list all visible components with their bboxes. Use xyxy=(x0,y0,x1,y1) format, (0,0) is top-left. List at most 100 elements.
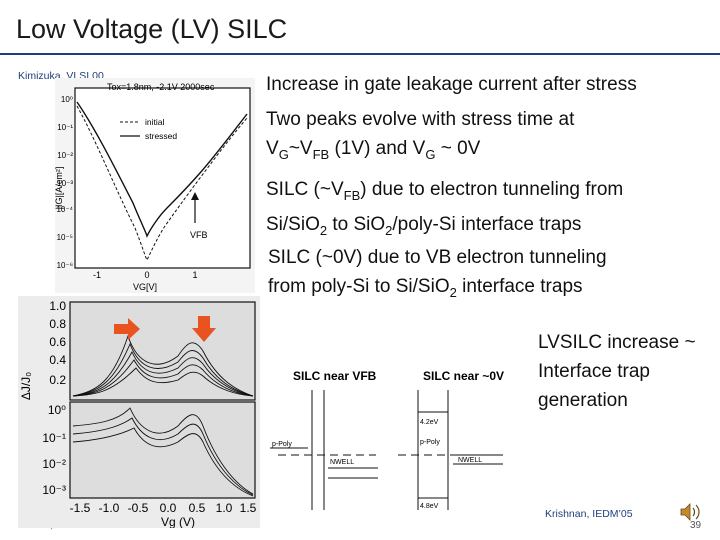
dj-ylabel: ΔJ/J₀ xyxy=(19,372,33,400)
ig-vg-label: Tox=1.8nm, -2.1V 2000sec xyxy=(107,82,215,92)
dj-xtick: 1.0 xyxy=(216,501,233,515)
dj-xtick: 0.5 xyxy=(189,501,206,515)
ig-vg-ytick: 10⁻⁴ xyxy=(56,205,73,214)
dj-xtick: -1.5 xyxy=(70,501,91,515)
bullet-3-text: SILC (~V xyxy=(266,179,344,200)
dj-upper-curve xyxy=(72,359,254,397)
dj-xtick-labels: -1.5 -1.0 -0.5 0.0 0.5 1.0 1.5 xyxy=(70,501,257,515)
vfb-label: VFB xyxy=(190,230,208,240)
ig-vg-ytick: 10⁰ xyxy=(61,95,73,104)
bullet-3-text: Si/SiO xyxy=(266,213,320,235)
legend-initial: initial xyxy=(145,117,164,127)
dj-vg-figure: 1.0 0.8 0.6 0.4 0.2 10⁰ 10⁻¹ 10⁻² 10⁻³ -… xyxy=(18,296,260,528)
band-right-poly-label: p-Poly xyxy=(420,439,440,446)
legend-stressed: stressed xyxy=(145,131,177,141)
bullet-4-text: interface traps xyxy=(456,276,583,297)
down-arrow-icon xyxy=(192,316,216,342)
bullet-3-text: to SiO xyxy=(327,213,386,235)
dj-xtick: -1.0 xyxy=(99,501,120,515)
initial-curve xyxy=(76,105,248,262)
ig-vg-figure: Tox=1.8nm, -2.1V 2000sec 10⁰ 10⁻¹ 10⁻² 1… xyxy=(55,78,255,293)
bullet-4-line-2: from poly-Si to Si/SiO2 interface traps xyxy=(268,272,607,307)
dj-ytick: 1.0 xyxy=(49,299,66,313)
dj-upper-curve xyxy=(72,350,254,397)
bullet-2-sub: G xyxy=(425,146,436,162)
bullet-3: SILC (~VFB) due to electron tunneling fr… xyxy=(266,175,623,245)
ig-vg-xtick: -1 xyxy=(93,270,101,280)
band-left xyxy=(270,390,378,510)
band-right xyxy=(398,390,503,510)
vfb-arrow-head xyxy=(191,192,199,200)
dj-ytick: 0.6 xyxy=(49,335,66,349)
bullet-1: Increase in gate leakage current after s… xyxy=(266,70,637,99)
citation-bottom-right: Krishnan, IEDM’05 xyxy=(545,508,633,520)
ig-vg-xtick: 0 xyxy=(144,270,149,280)
ig-vg-ytick: 10⁻¹ xyxy=(57,123,73,132)
ig-vg-ytick-labels: 10⁰ 10⁻¹ 10⁻² 10⁻³ 10⁻⁴ 10⁻⁵ 10⁻⁶ xyxy=(56,95,73,270)
bullet-2-sub: G xyxy=(278,146,289,162)
ig-vg-xlabel: VG[V] xyxy=(133,282,157,292)
bullet-2: Two peaks evolve with stress time at VG~… xyxy=(266,105,574,169)
bullet-4-line-1: SILC (~0V) due to VB electron tunneling xyxy=(268,247,607,268)
trap-generation-note: LVSILC increase ~ Interface trap generat… xyxy=(538,328,696,415)
ig-vg-ytick: 10⁻³ xyxy=(57,179,73,188)
band-e1-label: 4.2eV xyxy=(420,419,439,426)
dj-ytick: 0.4 xyxy=(49,353,66,367)
bullet-2-text: (1V) and V xyxy=(329,138,426,159)
dj-lower-curve xyxy=(72,417,254,496)
bullet-3-text: /poly-Si interface traps xyxy=(392,213,582,235)
bullet-2-line-2: VG~VFB (1V) and VG ~ 0V xyxy=(266,134,574,169)
dj-ytick: 10⁻² xyxy=(42,457,66,471)
dj-upper-curve xyxy=(72,334,254,397)
bullet-3-line-1: SILC (~VFB) due to electron tunneling fr… xyxy=(266,175,623,210)
bullet-3-line-2: Si/SiO2 to SiO2/poly-Si interface traps xyxy=(266,210,623,245)
note-line-3: generation xyxy=(538,390,628,411)
dj-upper-curves xyxy=(72,334,254,397)
ig-vg-plot-frame xyxy=(74,87,251,269)
dj-ytick: 0.2 xyxy=(49,373,66,387)
dj-xlabel: Vg (V) xyxy=(161,515,195,528)
band-right-nwell-label: NWELL xyxy=(458,457,482,464)
band-title-right: SILC near ~0V xyxy=(423,369,504,383)
ig-vg-ytick: 10⁻⁵ xyxy=(57,233,73,242)
ig-vg-ylabel: |IG|[A/cm²] xyxy=(55,167,64,210)
bullet-4: SILC (~0V) due to VB electron tunneling … xyxy=(268,243,607,307)
bullet-2-line-1: Two peaks evolve with stress time at xyxy=(266,109,575,130)
dj-upper-curve xyxy=(72,367,254,397)
bullet-2-text: ~V xyxy=(288,138,313,159)
dj-xtick: 0.0 xyxy=(160,501,177,515)
dj-lower-curve xyxy=(72,407,254,495)
bullet-2-sub: FB xyxy=(312,146,330,162)
dj-upper-panel xyxy=(69,301,256,401)
ig-vg-xtick-labels: -1 0 1 xyxy=(93,270,198,280)
bullet-3-text: ) due to electron tunneling from xyxy=(360,179,624,200)
bullet-3-sub: FB xyxy=(343,187,361,203)
dj-ytick: 10⁰ xyxy=(48,403,66,417)
slide-title: Low Voltage (LV) SILC xyxy=(16,14,288,44)
dj-ytick: 10⁻¹ xyxy=(42,431,66,445)
band-diagram: SILC near VFB SILC near ~0V p-Poly NWELL… xyxy=(270,369,504,510)
bullet-4-sub: 2 xyxy=(449,284,457,300)
dj-ytick: 0.8 xyxy=(49,317,66,331)
peak-arrows xyxy=(114,316,216,342)
note-line-1: LVSILC increase ~ xyxy=(538,332,696,353)
dj-upper-curve xyxy=(72,342,254,397)
dj-xtick: -0.5 xyxy=(128,501,149,515)
dj-ytick: 10⁻³ xyxy=(42,483,66,497)
bullet-3-sub: 2 xyxy=(385,222,393,238)
band-left-nwell-label: NWELL xyxy=(330,459,354,466)
speaker-icon[interactable] xyxy=(678,500,702,524)
band-e2-label: 4.8eV xyxy=(420,503,439,510)
dj-ytick-labels-upper: 1.0 0.8 0.6 0.4 0.2 10⁰ xyxy=(48,299,66,417)
slide-number: 39 xyxy=(690,520,702,531)
dj-ytick-labels-lower: 10⁻¹ 10⁻² 10⁻³ xyxy=(42,431,66,497)
band-left-poly-label: p-Poly xyxy=(272,441,292,448)
dj-xtick: 1.5 xyxy=(240,501,257,515)
note-line-2: Interface trap xyxy=(538,361,650,382)
bullet-3-sub: 2 xyxy=(319,222,328,238)
dj-lower-panel xyxy=(69,401,256,499)
bullet-4-text: from poly-Si to Si/SiO xyxy=(268,276,450,297)
bullet-1-text: Increase in gate leakage current after s… xyxy=(266,74,637,95)
right-arrow-icon xyxy=(114,318,140,340)
title-divider xyxy=(0,53,720,55)
